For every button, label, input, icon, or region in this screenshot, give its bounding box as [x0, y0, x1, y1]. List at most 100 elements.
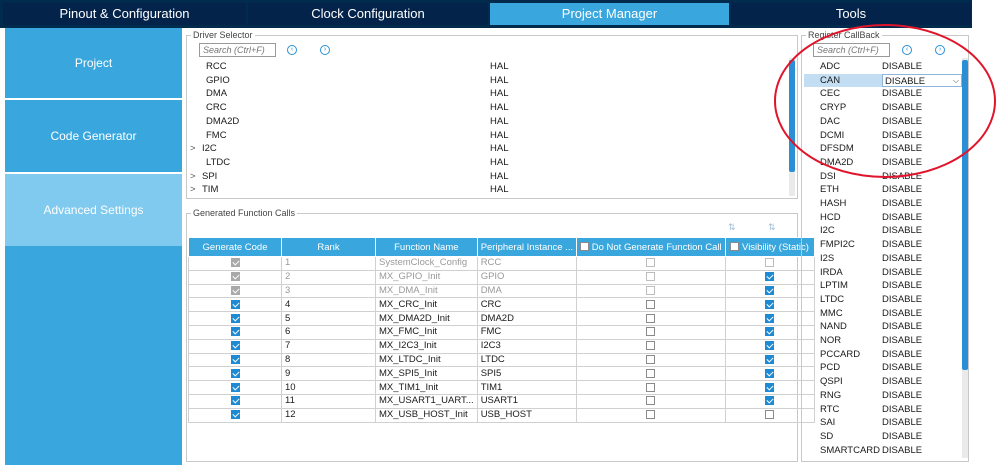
column-function-name[interactable]: Function Name [375, 237, 478, 257]
driver-row[interactable]: FMC HAL [190, 129, 780, 143]
tab-tools[interactable]: Tools [731, 3, 971, 25]
callback-value[interactable]: DISABLE [882, 321, 923, 333]
callback-row[interactable]: SMARTCARD DISABLE [804, 444, 961, 458]
generate-code-checkbox[interactable] [230, 327, 240, 337]
callback-row[interactable]: CEC DISABLE [804, 87, 961, 101]
do-not-generate-checkbox[interactable] [646, 299, 656, 309]
callback-row[interactable]: PCCARD DISABLE [804, 348, 961, 362]
driver-search-input[interactable] [199, 43, 276, 57]
table-row[interactable]: 5 MX_DMA2D_Init DMA2D [188, 311, 815, 326]
callback-row[interactable]: FMPI2C DISABLE [804, 238, 961, 252]
driver-type[interactable]: HAL [490, 156, 509, 168]
callback-row[interactable]: DCMI DISABLE [804, 129, 961, 143]
table-row[interactable]: 1 SystemClock_Config RCC [188, 256, 815, 271]
tab-project-manager[interactable]: Project Manager [490, 3, 729, 25]
callback-value[interactable]: DISABLE [882, 444, 923, 456]
driver-type[interactable]: HAL [490, 184, 509, 196]
callback-value[interactable]: DISABLE [882, 348, 923, 360]
callback-value[interactable]: DISABLE [882, 252, 923, 264]
callback-value[interactable]: DISABLE [882, 170, 923, 182]
generate-code-checkbox[interactable] [230, 368, 240, 378]
callback-row[interactable]: MMC DISABLE [804, 307, 961, 321]
callback-value[interactable]: DISABLE [882, 266, 923, 278]
table-row[interactable]: 10 MX_TIM1_Init TIM1 [188, 380, 815, 395]
callback-row[interactable]: NOR DISABLE [804, 334, 961, 348]
callback-row[interactable]: DSI DISABLE [804, 170, 961, 184]
visibility-checkbox[interactable] [765, 285, 775, 295]
visibility-checkbox[interactable] [765, 410, 775, 420]
callback-value[interactable]: DISABLE [882, 280, 923, 292]
driver-row[interactable]: DMA2D HAL [190, 115, 780, 129]
driver-row[interactable]: > TIM HAL [190, 183, 780, 197]
callback-value[interactable]: DISABLE [882, 430, 923, 442]
next-match-icon[interactable]: › [935, 45, 945, 55]
callback-row[interactable]: QSPI DISABLE [804, 375, 961, 389]
callback-row[interactable]: CRYP DISABLE [804, 101, 961, 115]
callback-row[interactable]: DFSDM DISABLE [804, 142, 961, 156]
table-row[interactable]: 2 MX_GPIO_Init GPIO [188, 269, 815, 285]
column-peripheral-instance[interactable]: Peripheral Instance ... [476, 237, 578, 257]
callback-value[interactable]: DISABLE [882, 102, 923, 114]
callback-value[interactable]: DISABLE [882, 307, 923, 319]
callback-value[interactable]: DISABLE [882, 198, 923, 209]
callback-value[interactable]: DISABLE [882, 403, 923, 415]
visibility-checkbox[interactable] [765, 368, 775, 378]
callback-row[interactable]: NAND DISABLE [804, 320, 961, 334]
callback-value[interactable]: DISABLE [882, 225, 923, 237]
driver-scrollbar-thumb[interactable] [789, 60, 795, 172]
tab-clock-configuration[interactable]: Clock Configuration [248, 3, 488, 25]
driver-type[interactable]: HAL [490, 143, 509, 155]
callback-row[interactable]: I2C DISABLE [804, 224, 961, 238]
do-not-generate-checkbox[interactable] [646, 354, 656, 364]
expand-icon[interactable]: > [190, 184, 196, 196]
callback-row[interactable]: IRDA DISABLE [804, 266, 961, 280]
do-not-generate-checkbox[interactable] [646, 368, 656, 378]
driver-type[interactable]: HAL [490, 74, 509, 86]
driver-type[interactable]: HAL [490, 170, 509, 182]
do-not-generate-checkbox[interactable] [646, 313, 656, 323]
visibility-checkbox[interactable] [765, 354, 775, 364]
driver-row[interactable]: GPIO HAL [190, 74, 780, 88]
move-up-icon[interactable]: ⇅ [728, 222, 736, 232]
table-row[interactable]: 12 MX_USB_HOST_Init USB_HOST [188, 407, 815, 423]
driver-row[interactable]: > I2C HAL [190, 142, 780, 156]
generate-code-checkbox[interactable] [230, 382, 240, 392]
driver-type[interactable]: HAL [490, 102, 509, 114]
callback-row[interactable]: HASH DISABLE [804, 197, 961, 211]
callback-value[interactable]: DISABLE [882, 335, 923, 346]
callback-row[interactable]: I2S DISABLE [804, 252, 961, 266]
callback-row[interactable]: CAN DISABLE ⌵ [804, 73, 962, 88]
table-row[interactable]: 9 MX_SPI5_Init SPI5 [188, 366, 815, 382]
driver-row[interactable]: > SPI HAL [190, 170, 780, 184]
visibility-checkbox[interactable] [765, 272, 775, 282]
driver-type[interactable]: HAL [490, 115, 509, 127]
callback-row[interactable]: DAC DISABLE [804, 115, 961, 129]
nav-code-generator[interactable]: Code Generator [5, 100, 182, 172]
callback-value[interactable]: DISABLE [882, 184, 923, 196]
chevron-down-icon[interactable]: ⌵ [952, 75, 959, 85]
callback-value[interactable]: DISABLE [882, 293, 923, 305]
generate-code-checkbox[interactable] [230, 341, 240, 351]
callback-value[interactable]: DISABLE [882, 211, 923, 223]
callback-row[interactable]: LPTIM DISABLE [804, 279, 961, 293]
driver-row[interactable]: LTDC HAL [190, 156, 780, 170]
callback-value[interactable]: DISABLE [882, 129, 923, 141]
driver-type[interactable]: HAL [490, 88, 509, 100]
do-not-generate-checkbox[interactable] [646, 341, 656, 351]
callback-value[interactable]: DISABLE [882, 362, 923, 374]
generate-code-checkbox[interactable] [230, 354, 240, 364]
generate-code-checkbox[interactable] [230, 299, 240, 309]
table-row[interactable]: 4 MX_CRC_Init CRC [188, 297, 815, 313]
table-row[interactable]: 7 MX_I2C3_Init I2C3 [188, 338, 815, 354]
callback-value[interactable]: DISABLE [882, 156, 923, 168]
generate-code-checkbox[interactable] [230, 410, 240, 420]
callback-row[interactable]: DMA2D DISABLE [804, 156, 961, 170]
do-not-generate-checkbox[interactable] [646, 396, 656, 406]
do-not-generate-all-checkbox[interactable] [580, 242, 590, 252]
nav-project[interactable]: Project [5, 28, 182, 98]
table-row[interactable]: 11 MX_USART1_UART... USART1 [188, 393, 815, 409]
callback-row[interactable]: HCD DISABLE [804, 211, 961, 225]
visibility-checkbox[interactable] [765, 299, 775, 309]
do-not-generate-checkbox[interactable] [646, 410, 656, 420]
callback-row[interactable]: ETH DISABLE [804, 183, 961, 197]
